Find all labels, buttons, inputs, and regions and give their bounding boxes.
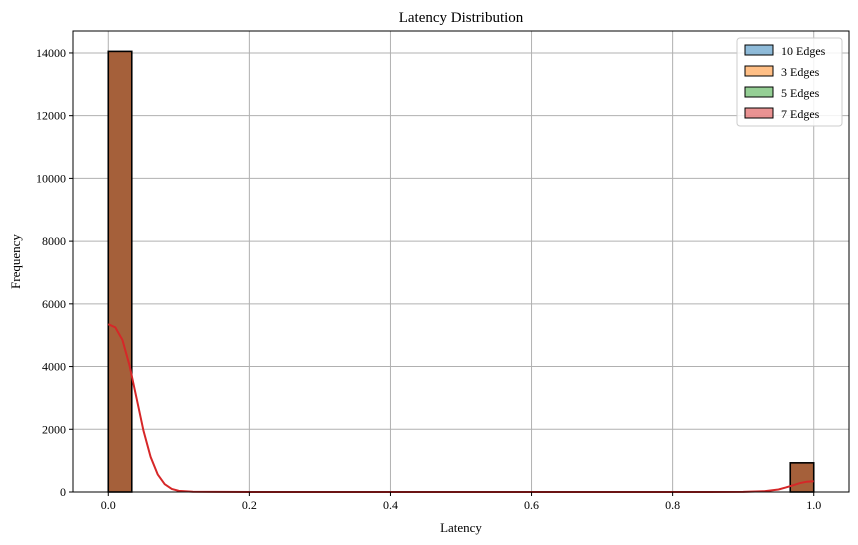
plot-frame — [72, 30, 850, 493]
y-tick-label: 14000 — [36, 46, 66, 60]
x-tick-label: 0.8 — [665, 498, 680, 512]
y-tick-label: 8000 — [42, 234, 66, 248]
x-tick-label: 0.0 — [101, 498, 116, 512]
legend-label: 3 Edges — [781, 65, 820, 79]
legend-label: 5 Edges — [781, 86, 820, 100]
y-tick-label: 10000 — [36, 171, 66, 185]
chart-title: Latency Distribution — [399, 10, 524, 26]
x-tick-label: 0.2 — [242, 498, 257, 512]
legend-label: 7 Edges — [781, 107, 820, 121]
legend-label: 10 Edges — [781, 44, 826, 58]
histogram-bar — [789, 462, 815, 493]
x-axis-ticks: 0.0 0.2 0.4 0.6 0.8 1.0 — [101, 492, 821, 512]
legend-box — [736, 37, 843, 127]
y-tick-label: 0 — [60, 485, 66, 499]
legend: 10 Edges 3 Edges 5 Edges 7 Edges — [736, 37, 843, 127]
legend-swatch — [744, 86, 774, 98]
y-axis-ticks: 0 2000 4000 6000 8000 10000 12000 14000 — [36, 46, 73, 499]
histogram-bar — [107, 50, 133, 493]
y-tick-label: 4000 — [42, 360, 66, 374]
grid-lines — [73, 31, 849, 493]
kde-curve — [107, 323, 814, 493]
y-tick-label: 12000 — [36, 109, 66, 123]
histogram-bars — [107, 50, 815, 493]
legend-swatch — [744, 107, 774, 119]
legend-swatch — [744, 65, 774, 77]
y-tick-label: 6000 — [42, 297, 66, 311]
y-tick-label: 2000 — [42, 422, 66, 436]
x-tick-label: 1.0 — [806, 498, 821, 512]
x-tick-label: 0.6 — [524, 498, 539, 512]
x-tick-label: 0.4 — [383, 498, 398, 512]
legend-swatch — [744, 44, 774, 56]
x-axis-title: Latency — [440, 520, 482, 535]
y-axis-title: Frequency — [8, 234, 23, 289]
